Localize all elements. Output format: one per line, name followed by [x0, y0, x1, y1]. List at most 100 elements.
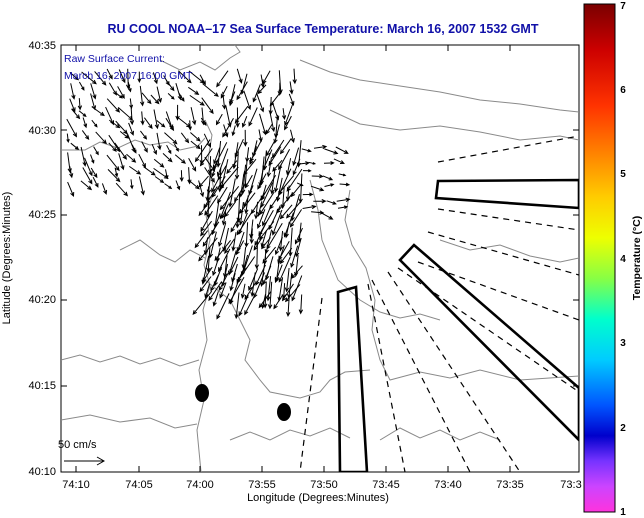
current-vector-arrow	[208, 281, 223, 302]
current-vector-arrow	[274, 264, 283, 284]
current-vector-arrow	[324, 183, 335, 187]
current-vector-arrow	[216, 70, 229, 88]
current-vector-arrow	[278, 256, 291, 283]
current-vector-arrow	[241, 116, 248, 128]
x-tick-label: 73:45	[372, 479, 400, 491]
current-vector-arrow	[238, 294, 249, 317]
current-vector-arrow	[221, 91, 227, 110]
current-vector-arrow	[190, 140, 201, 150]
current-vector-arrow	[202, 83, 219, 97]
current-vector-arrow	[219, 185, 240, 211]
current-vector-arrow	[267, 281, 273, 310]
current-vector-arrow	[140, 130, 148, 140]
current-vector-arrow	[106, 68, 113, 80]
current-vector-arrow	[255, 264, 266, 286]
current-vector-arrow	[114, 142, 127, 160]
y-tick-label: 40:10	[28, 466, 56, 478]
current-vector-arrow	[231, 232, 237, 252]
current-vector-arrow	[234, 292, 240, 320]
current-vector-arrow	[262, 70, 271, 85]
current-vector-arrow	[190, 107, 197, 126]
current-vector-arrow	[292, 147, 300, 167]
current-vector-arrow	[166, 80, 175, 92]
y-tick-label: 40:15	[28, 380, 56, 392]
current-vector-arrow	[218, 222, 227, 247]
current-vector-arrow	[222, 227, 229, 252]
current-vector-arrow	[322, 175, 334, 181]
current-vector-arrow	[201, 97, 214, 115]
current-vector-arrow	[152, 72, 158, 85]
current-vector-arrow	[108, 142, 117, 152]
current-vector-arrow	[71, 108, 81, 120]
current-vector-arrow	[81, 71, 97, 85]
current-vector-arrow	[129, 165, 142, 175]
current-vector-arrow	[118, 69, 126, 84]
current-vector-arrow	[321, 212, 334, 220]
current-vector-arrow	[207, 156, 213, 175]
current-vector-arrow	[288, 227, 293, 257]
current-vector-arrow	[180, 132, 190, 144]
current-vector-arrow	[69, 166, 74, 179]
current-vector-arrow	[119, 131, 130, 139]
current-vector-arrow	[143, 117, 153, 130]
current-vector-arrow	[217, 186, 228, 204]
current-vector-arrow	[274, 164, 282, 193]
current-vector-arrow	[216, 148, 229, 177]
current-vector-arrow	[202, 266, 213, 283]
current-vector-arrow	[194, 139, 211, 163]
current-vector-arrow	[165, 117, 175, 132]
current-vector-arrow	[289, 81, 294, 95]
current-vector-arrow	[108, 82, 118, 96]
colorbar-tick-label: 1	[620, 507, 626, 518]
current-vector-arrow	[94, 71, 107, 86]
current-vector-arrow	[285, 201, 302, 219]
current-vector-arrow	[92, 176, 99, 188]
colorbar-tick-label: 4	[620, 254, 626, 265]
current-vector-arrow	[115, 92, 123, 99]
current-vector-arrow	[243, 129, 248, 147]
current-vector-arrow	[213, 147, 221, 165]
current-vector-arrow	[215, 113, 223, 126]
current-vector-arrow	[91, 119, 98, 128]
current-vector-arrow	[139, 85, 145, 107]
current-vector-arrow	[216, 140, 222, 168]
current-vector-arrow	[153, 158, 165, 168]
current-vector-arrow	[257, 84, 267, 95]
current-vector-arrow	[166, 144, 172, 155]
current-vector-arrow	[204, 283, 211, 299]
current-vector-arrow	[77, 98, 83, 111]
current-vector-arrow	[252, 84, 261, 103]
current-vector-arrow	[128, 122, 134, 136]
current-vector-arrow	[253, 236, 263, 251]
current-vector-arrow	[229, 282, 239, 305]
current-legend-line1: Raw Surface Current:	[64, 53, 165, 65]
current-vector-arrow	[137, 71, 142, 84]
current-vector-arrow	[179, 170, 184, 183]
current-vector-arrow	[286, 168, 303, 192]
current-vector-arrow	[129, 107, 135, 126]
current-vector-arrow	[188, 86, 200, 95]
current-vector-arrow	[216, 293, 230, 320]
current-vector-arrow	[204, 167, 215, 183]
current-vector-arrow	[192, 290, 213, 315]
current-vector-arrow	[273, 124, 280, 144]
colorbar-tick-labels: 7 6 5 4 3 2 1	[620, 1, 626, 518]
current-vector-arrow	[114, 167, 119, 178]
current-vector-arrow	[80, 180, 93, 191]
current-vector-arrow	[324, 148, 339, 155]
x-tick-label: 73:40	[434, 479, 462, 491]
current-vector-arrow	[271, 209, 283, 236]
current-vector-arrow	[296, 182, 304, 187]
station-marker-west	[195, 384, 209, 402]
current-vector-arrow	[338, 173, 347, 177]
current-vector-arrow	[236, 68, 243, 84]
current-vector-arrow	[70, 142, 80, 151]
current-vector-arrow	[248, 107, 258, 127]
x-tick-label: 73:50	[310, 479, 338, 491]
current-vector-arrow	[190, 132, 201, 142]
current-vector-arrow	[194, 230, 209, 249]
current-vector-arrow	[200, 210, 213, 232]
current-vector-arrow	[336, 197, 351, 203]
current-vector-arrow	[308, 161, 317, 165]
current-vector-arrow	[234, 106, 248, 124]
